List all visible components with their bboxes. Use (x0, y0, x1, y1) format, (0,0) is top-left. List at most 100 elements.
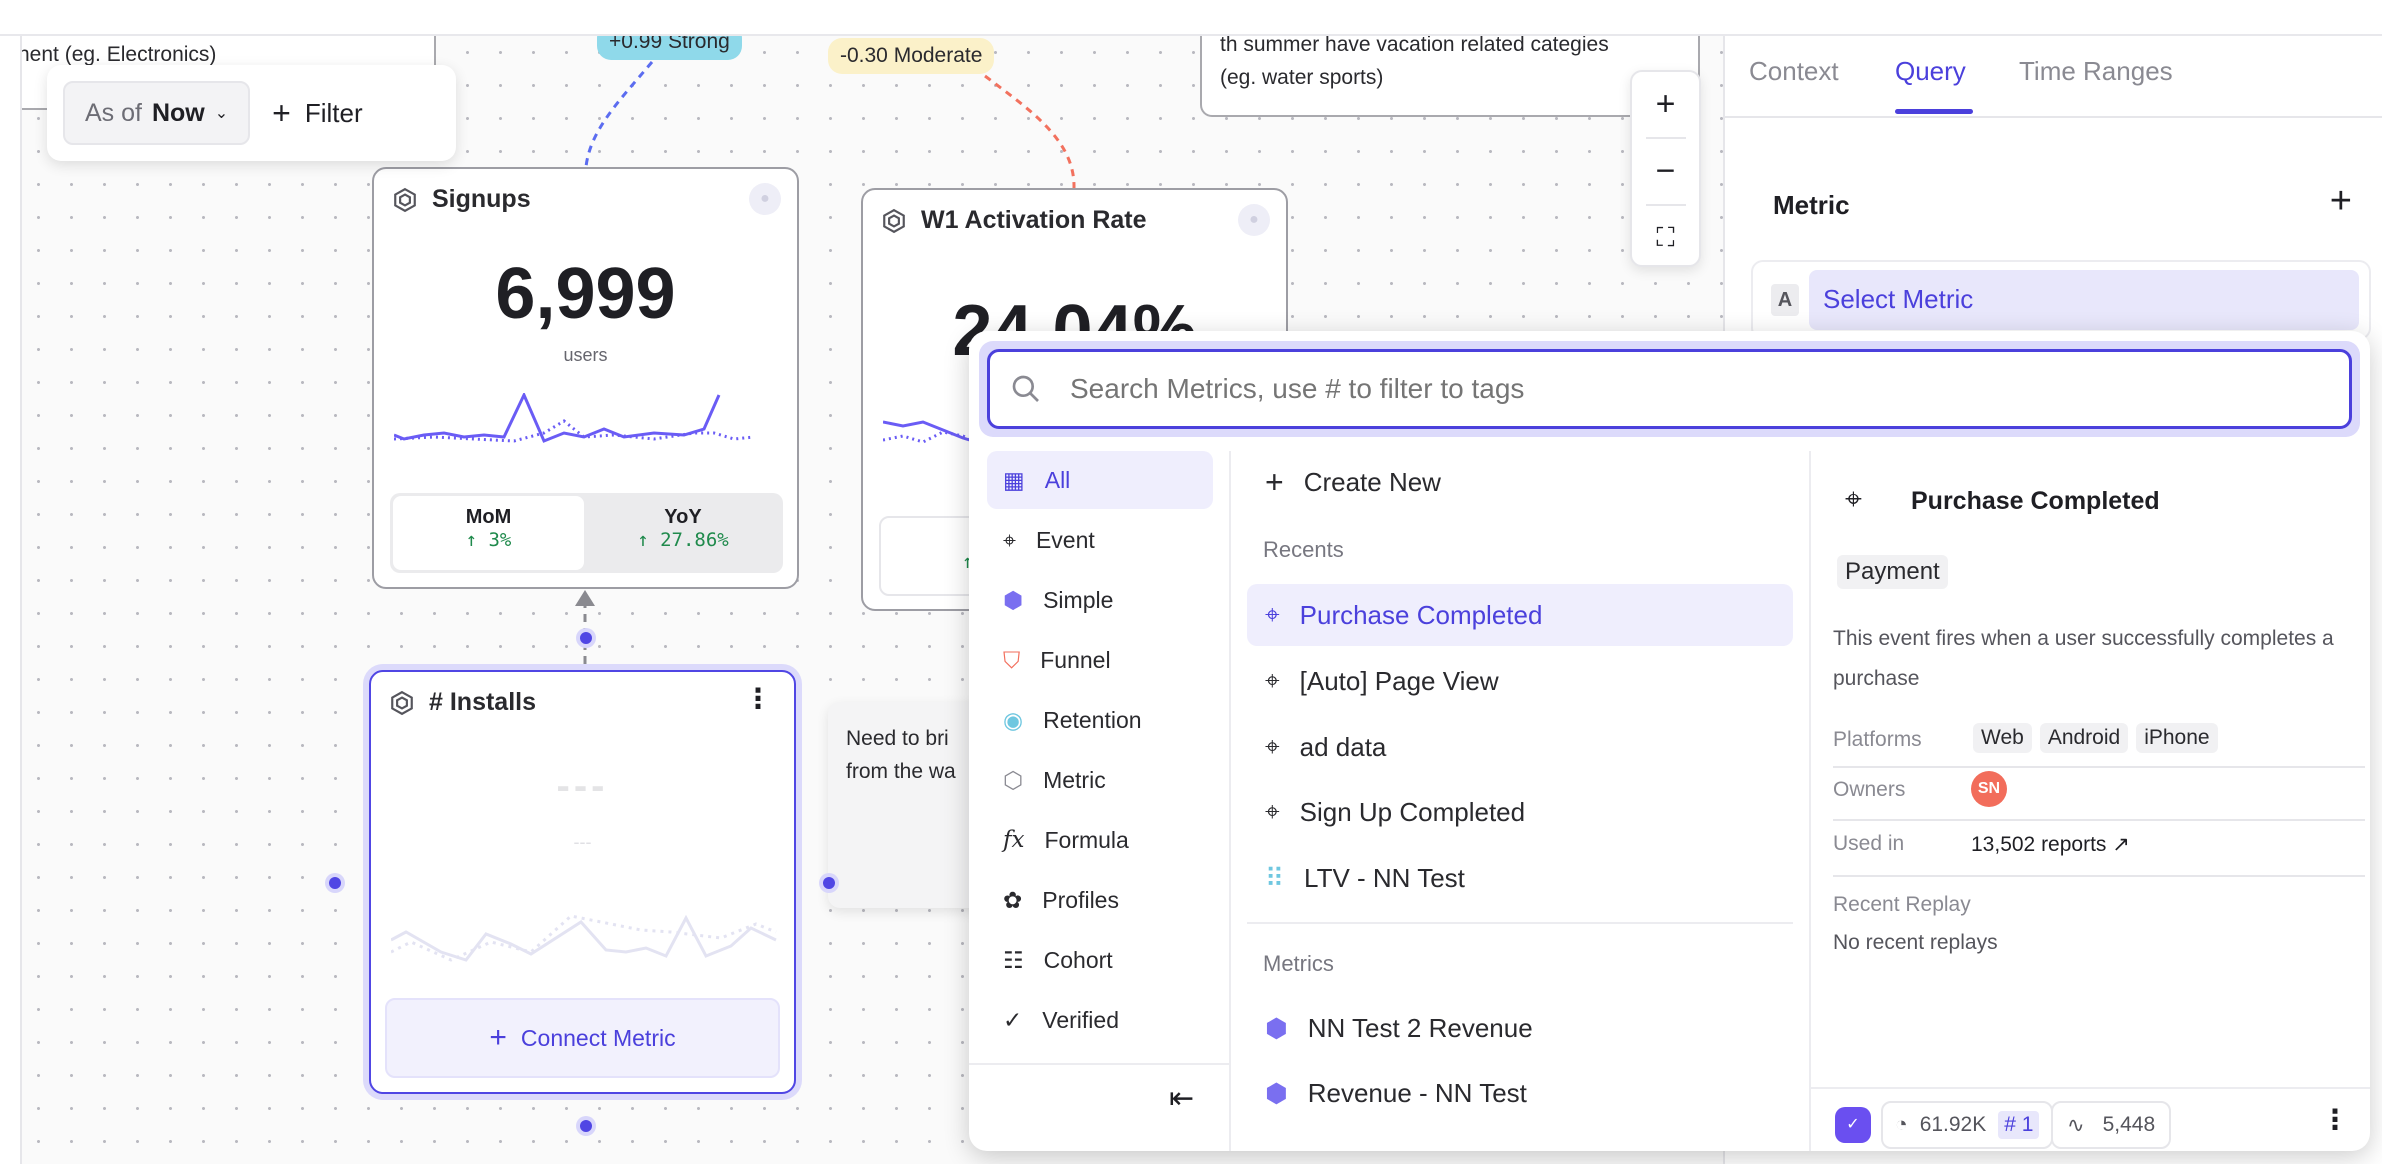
category-metric[interactable]: ⬡ Metric (987, 751, 1213, 809)
cohort-icon: ☷ (1003, 946, 1024, 973)
platform-chip: Android (2039, 723, 2129, 753)
sparkline (394, 393, 755, 443)
metric-heading: Metric (1773, 190, 1850, 220)
add-metric-icon[interactable]: + (2329, 180, 2352, 222)
connect-metric-label: Connect Metric (520, 1024, 676, 1051)
top-bar (0, 0, 2382, 36)
metric-hexagon-icon: ⬡ (1003, 766, 1024, 793)
category-retention[interactable]: ◉ Retention (987, 691, 1213, 749)
tab-context[interactable]: Context (1749, 56, 1839, 86)
note-text: nent (eg. Electronics) (18, 43, 217, 66)
correlation-moderate-badge[interactable]: -0.30 Moderate (828, 38, 995, 74)
recent-item[interactable]: ⌖ [Auto] Page View (1247, 650, 1793, 712)
platform-chip: Web (1973, 723, 2032, 753)
avatar-icon: ● (749, 183, 781, 215)
recent-item[interactable]: ⌖ Sign Up Completed (1247, 781, 1793, 843)
create-new-label: Create New (1303, 466, 1441, 497)
click-cursor-icon: ⌖ (1265, 731, 1280, 761)
metric-item[interactable]: ⬢ Revenue - NN Test (1247, 1062, 1793, 1124)
profiles-icon: ✿ (1003, 886, 1023, 913)
note-line: Need to bri (846, 727, 949, 750)
connect-metric-button[interactable]: + Connect Metric (385, 998, 780, 1078)
card-title: W1 Activation Rate (921, 206, 1147, 234)
category-formula[interactable]: fx Formula (987, 811, 1213, 869)
category-label: Profiles (1042, 886, 1119, 913)
mom-label: MoM (465, 506, 512, 528)
search-field[interactable] (987, 349, 2352, 429)
connection-handle[interactable] (580, 1120, 592, 1132)
metric-list: + Create New Recents ⌖ Purchase Completed … (1231, 451, 1809, 1151)
note-line: (eg. water sports) (1220, 66, 1384, 89)
create-new-button[interactable]: + Create New (1247, 451, 1793, 513)
signups-card[interactable]: Signups ● 6,999 users MoM ↑ 3% YoY ↑ 27.… (372, 167, 799, 589)
category-label: Metric (1043, 766, 1106, 793)
recent-item[interactable]: ⌖ Purchase Completed (1247, 584, 1793, 646)
fit-view-icon[interactable]: ⛶ (1656, 222, 1675, 252)
select-metric-button[interactable]: Select Metric (1809, 270, 2359, 330)
avatar-icon: ● (1238, 204, 1270, 236)
simple-metric-icon: ⬢ (1003, 586, 1024, 613)
activity-value: 5,448 (2102, 1113, 2156, 1136)
item-label: [Auto] Page View (1299, 665, 1499, 696)
category-cohort[interactable]: ☷ Cohort (987, 931, 1213, 989)
left-sidebar-edge (0, 36, 22, 1164)
grid-icon: ▦ (1003, 466, 1025, 493)
as-of-label: As of (85, 98, 142, 127)
strong-connector (584, 61, 654, 168)
category-label: Retention (1043, 706, 1142, 733)
category-label: Formula (1044, 826, 1129, 853)
more-options-icon[interactable]: ⋮ (744, 683, 772, 714)
category-simple[interactable]: ⬢ Simple (987, 571, 1213, 629)
category-verified[interactable]: ✓ Verified (987, 991, 1213, 1049)
search-input[interactable] (1070, 373, 2270, 405)
recent-item[interactable]: ⌖ ad data (1247, 716, 1793, 778)
recent-replay-label: Recent Replay (1833, 893, 1971, 916)
metric-unit: users (563, 345, 608, 365)
detail-description: This event fires when a user successfull… (1833, 627, 2334, 690)
verified-icon: ✓ (1003, 1006, 1023, 1033)
zoom-in-button[interactable]: + (1655, 85, 1676, 123)
category-all[interactable]: ▦ All (987, 451, 1213, 509)
chevron-down-icon: ⌄ (214, 105, 229, 122)
tag-chip[interactable]: Payment (1837, 555, 1948, 589)
mom-tab[interactable]: MoM ↑ 3% (393, 496, 584, 570)
installs-card[interactable]: # Installs ⋮ --- --- + Connect Metric (369, 670, 796, 1094)
category-label: Simple (1043, 586, 1114, 613)
category-profiles[interactable]: ✿ Profiles (987, 871, 1213, 929)
category-funnel[interactable]: ⛉ Funnel (987, 631, 1213, 689)
zoom-out-button[interactable]: − (1655, 152, 1676, 190)
category-label: Cohort (1043, 946, 1113, 973)
tab-query[interactable]: Query (1895, 56, 1966, 86)
recent-item[interactable]: ⠿ LTV - NN Test (1247, 847, 1793, 909)
connection-handle[interactable] (329, 877, 341, 889)
metric-row: A Select Metric (1751, 260, 2371, 340)
connection-handle[interactable] (823, 877, 835, 889)
volume-value: 61.92K (1919, 1113, 1987, 1136)
recents-heading: Recents (1263, 537, 1344, 562)
connection-handle[interactable] (580, 632, 592, 644)
as-of-dropdown[interactable]: As of Now ⌄ (63, 81, 251, 145)
item-label: Sign Up Completed (1299, 796, 1526, 827)
note-card[interactable]: th summer have vacation related categies… (1200, 20, 1700, 117)
item-label: Purchase Completed (1299, 599, 1543, 630)
add-filter-button[interactable]: + Filter (272, 95, 362, 132)
category-label: All (1044, 466, 1071, 493)
insights-grid-icon: ⠿ (1265, 862, 1285, 893)
category-label: Verified (1042, 1006, 1119, 1033)
category-event[interactable]: ⌖ Event (987, 511, 1213, 569)
metric-hexagon-icon (883, 208, 905, 234)
category-label: Event (1035, 526, 1095, 553)
owner-avatar[interactable]: SN (1971, 771, 2007, 807)
metric-value: 6,999 (495, 254, 676, 334)
tab-time-ranges[interactable]: Time Ranges (2019, 56, 2173, 86)
note-line: th summer have vacation related categies (1220, 33, 1609, 56)
yoy-tab[interactable]: YoY ↑ 27.86% (586, 496, 780, 570)
collapse-sidebar-icon[interactable]: ⇤ (1169, 1082, 1195, 1115)
metric-item[interactable]: ⬢ NN Test 2 Revenue (1247, 997, 1793, 1059)
simple-metric-icon: ⬢ (1265, 1077, 1288, 1108)
more-options-icon[interactable]: ⋮ (2321, 1104, 2349, 1135)
click-cursor-icon: ⌖ (1265, 665, 1280, 695)
sparkline (883, 420, 984, 448)
metric-picker: ▦ All ⌖ Event ⬢ Simple ⛉ Funnel ◉ Retention ⬡… (969, 331, 2370, 1151)
used-in-link[interactable]: 13,502 reports ↗ (1971, 833, 2130, 856)
